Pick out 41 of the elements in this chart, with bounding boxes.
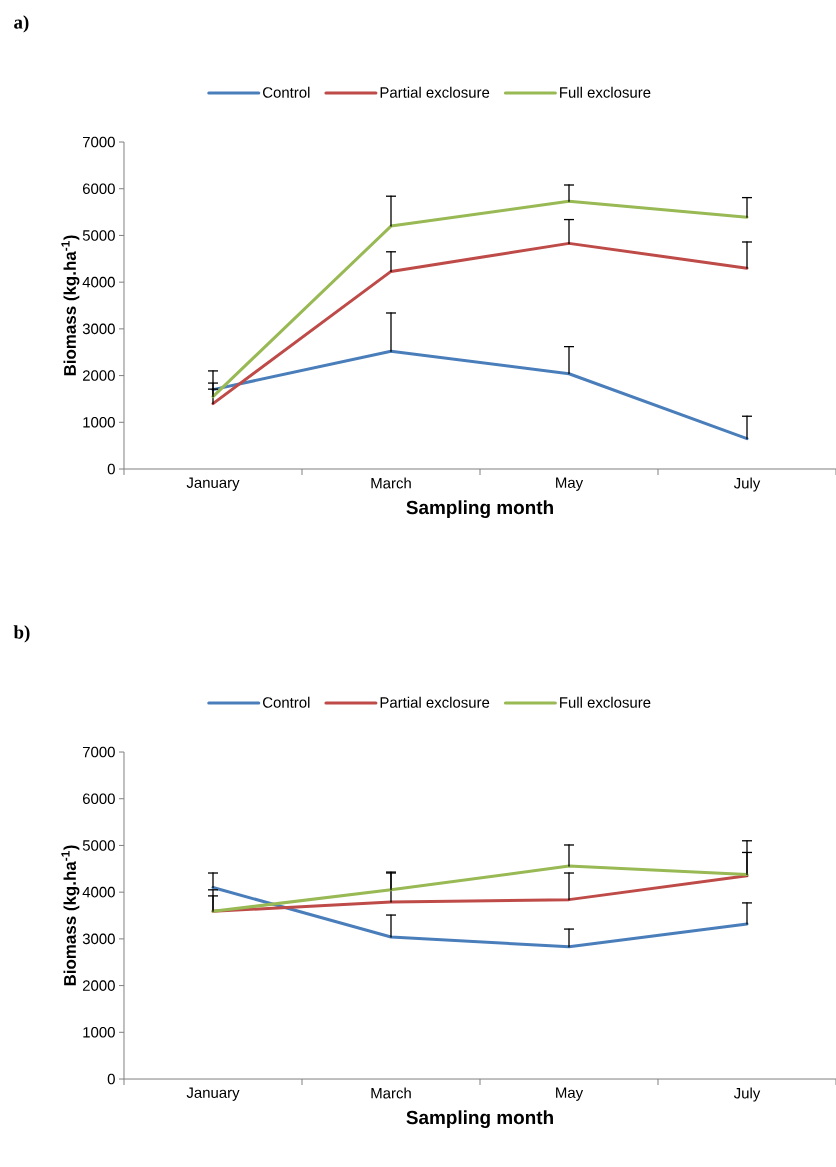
x-tick-label: May xyxy=(556,477,584,491)
y-tick-label: 0 xyxy=(107,1073,115,1085)
y-tick-label: 2000 xyxy=(82,980,115,991)
y-axis-title: Biomass (kg.ha$^{-1}$) xyxy=(61,235,80,376)
y-tick-label: 4000 xyxy=(82,276,115,288)
legend-label: Partial exclosure xyxy=(380,86,490,98)
y-axis-title: Biomass (kg.ha$^{-1}$) xyxy=(61,845,80,986)
y-tick-label: 7000 xyxy=(83,746,115,758)
legend-label: Full exclosure xyxy=(560,696,651,708)
x-tick-label: March xyxy=(371,1087,411,1099)
line-series xyxy=(211,241,749,406)
x-tick-label: January xyxy=(186,1087,240,1101)
y-tick-label: 6000 xyxy=(83,183,115,195)
y-tick-label: 7000 xyxy=(83,136,115,148)
y-tick-label: 5000 xyxy=(82,230,115,241)
chart-title: a) xyxy=(14,15,29,33)
y-tick-label: 2000 xyxy=(82,370,115,381)
y-tick-label: 6000 xyxy=(83,793,115,805)
y-tick-label: 3000 xyxy=(82,323,115,335)
x-tick-label: July xyxy=(733,1087,761,1102)
legend-label: Full exclosure xyxy=(560,86,651,98)
x-tick-label: July xyxy=(733,477,761,492)
y-tick-label: 1000 xyxy=(83,1027,115,1038)
y-tick-label: 3000 xyxy=(82,933,115,945)
y-tick-label: 5000 xyxy=(82,840,115,851)
y-tick-label: 0 xyxy=(107,463,115,475)
x-axis-title: Sampling month xyxy=(406,1110,553,1129)
y-tick-label: 1000 xyxy=(83,417,115,428)
x-axis-title: Sampling month xyxy=(406,500,553,519)
x-tick-label: March xyxy=(371,477,411,489)
x-tick-label: January xyxy=(186,477,240,491)
line-series xyxy=(211,864,749,913)
y-tick-label: 4000 xyxy=(82,886,115,898)
legend-label: Control xyxy=(263,86,310,98)
chart-title: b) xyxy=(13,625,30,643)
legend-label: Partial exclosure xyxy=(380,696,490,708)
line-series xyxy=(211,349,749,441)
legend-label: Control xyxy=(263,696,310,708)
line-series xyxy=(211,885,749,949)
line-series xyxy=(211,199,749,399)
x-tick-label: May xyxy=(556,1087,584,1101)
